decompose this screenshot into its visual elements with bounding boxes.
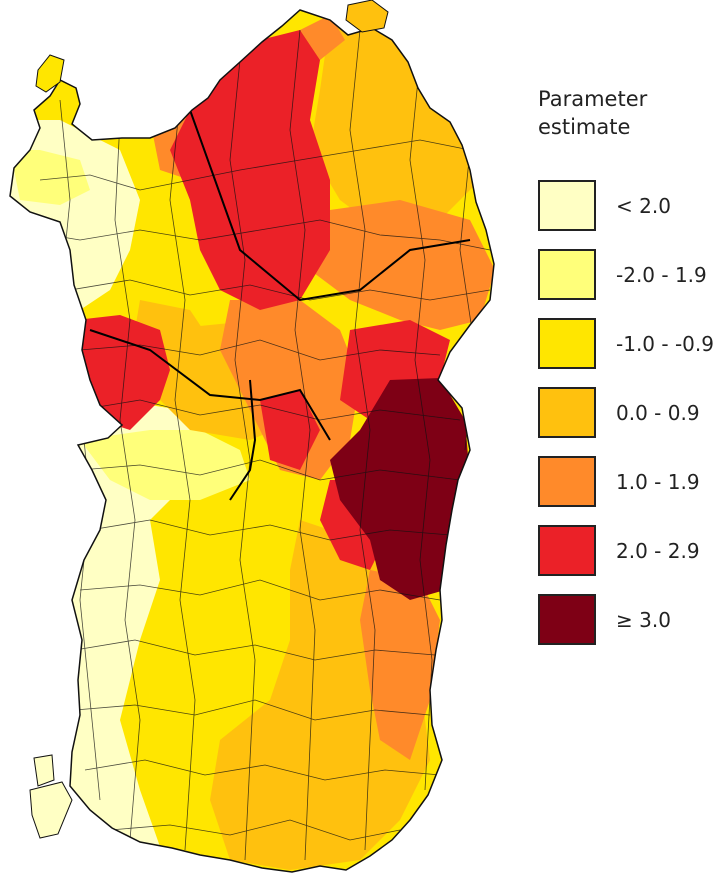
legend-swatch	[538, 249, 596, 300]
legend-item: -2.0 - 1.9	[538, 247, 726, 302]
municipal-boundaries	[19, 29, 491, 861]
legend: Parameter estimate < 2.0 -2.0 - 1.9 -1.0 -…	[538, 85, 726, 661]
legend-swatch	[538, 594, 596, 645]
legend-swatch	[538, 180, 596, 231]
legend-label: ≥ 3.0	[616, 607, 671, 632]
legend-item: 0.0 - 0.9	[538, 385, 726, 440]
legend-label: -2.0 - 1.9	[616, 262, 707, 287]
legend-title: Parameter estimate	[538, 85, 726, 141]
islet-sw-2	[29, 781, 73, 839]
legend-label: < 2.0	[616, 193, 671, 218]
islet-asinara	[35, 54, 65, 93]
legend-title-line1: Parameter	[538, 87, 648, 111]
legend-item: 2.0 - 2.9	[538, 523, 726, 578]
region-orange-center	[220, 300, 360, 480]
legend-item: 1.0 - 1.9	[538, 454, 726, 509]
region-red-east	[340, 320, 450, 420]
region-orange-se	[360, 570, 440, 760]
legend-items: < 2.0 -2.0 - 1.9 -1.0 - -0.9 0.0 - 0.9 1.0 -…	[538, 178, 726, 647]
region-red-north	[170, 30, 330, 310]
legend-label: -1.0 - -0.9	[616, 331, 714, 356]
region-darkred-east	[330, 378, 470, 600]
legend-label: 2.0 - 2.9	[616, 538, 700, 563]
region-paleyellow-center	[80, 430, 250, 500]
islet-north	[345, 0, 389, 33]
legend-swatch	[538, 318, 596, 369]
legend-title-line2: estimate	[538, 115, 631, 139]
legend-label: 1.0 - 1.9	[616, 469, 700, 494]
islet-sw-1	[33, 754, 55, 787]
region-red-central	[260, 390, 320, 470]
region-paleyellow-nw	[10, 150, 90, 205]
region-orange-n2	[300, 15, 345, 60]
legend-label: 0.0 - 0.9	[616, 400, 700, 425]
province-boundaries	[89, 109, 471, 501]
legend-swatch	[538, 387, 596, 438]
legend-swatch	[538, 525, 596, 576]
legend-item: ≥ 3.0	[538, 592, 726, 647]
legend-swatch	[538, 456, 596, 507]
legend-item: -1.0 - -0.9	[538, 316, 726, 371]
legend-item: < 2.0	[538, 178, 726, 233]
